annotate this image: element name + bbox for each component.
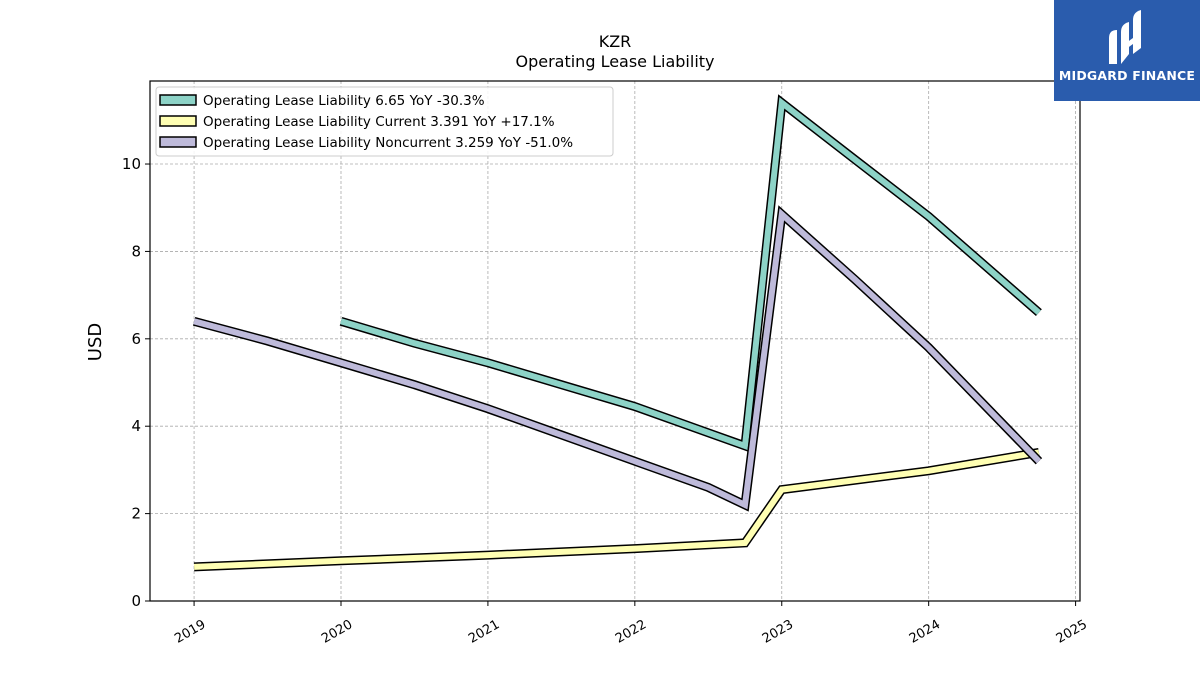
series-line (193, 208, 1042, 510)
series-layer (192, 94, 1043, 572)
plot-frame (149, 80, 1081, 602)
y-tick-label: 4 (131, 417, 141, 435)
y-tick-label: 2 (131, 505, 141, 523)
legend: Operating Lease Liability 6.65 YoY -30.3… (155, 86, 614, 157)
chart-subtitle: Operating Lease Liability (515, 52, 714, 71)
legend-label: Operating Lease Liability Current 3.391 … (203, 114, 555, 130)
series-2 (192, 205, 1043, 512)
x-axis: 2019 2020 2021 2022 2023 2024 2025 (172, 601, 1090, 647)
y-tick-label: 10 (122, 155, 141, 173)
legend-item: Operating Lease Liability Current 3.391 … (159, 114, 555, 130)
y-axis-label: USD (85, 323, 106, 361)
legend-item: Operating Lease Liability 6.65 YoY -30.3… (159, 93, 485, 109)
legend-label: Operating Lease Liability Noncurrent 3.2… (203, 135, 573, 151)
y-tick-label: 8 (131, 242, 141, 260)
series-line (193, 449, 1040, 570)
legend-label: Operating Lease Liability 6.65 YoY -30.3… (203, 93, 485, 109)
grid (150, 81, 1080, 602)
x-tick-label: 2023 (760, 617, 796, 647)
legend-item: Operating Lease Liability Noncurrent 3.2… (159, 135, 573, 151)
series-0 (339, 94, 1042, 453)
x-tick-label: 2024 (907, 617, 943, 647)
x-tick-label: 2022 (613, 617, 649, 647)
y-axis: 0 2 4 6 8 10 (122, 155, 150, 610)
series-1 (193, 447, 1040, 572)
midgard-logo-icon (1109, 10, 1141, 64)
x-tick-label: 2020 (319, 617, 355, 647)
x-tick-label: 2019 (172, 617, 208, 647)
logo: MIDGARD FINANCE (1054, 0, 1200, 101)
chart-title: KZR (599, 32, 632, 51)
x-tick-label: 2025 (1054, 617, 1090, 647)
series-line (340, 97, 1041, 451)
logo-text: MIDGARD FINANCE (1058, 68, 1196, 83)
legend-swatch (159, 115, 197, 127)
legend-swatch (159, 136, 197, 148)
legend-swatch (159, 94, 197, 106)
y-tick-label: 6 (131, 330, 141, 348)
x-tick-label: 2021 (466, 617, 502, 647)
legend-box (155, 86, 614, 157)
y-tick-label: 0 (131, 592, 141, 610)
